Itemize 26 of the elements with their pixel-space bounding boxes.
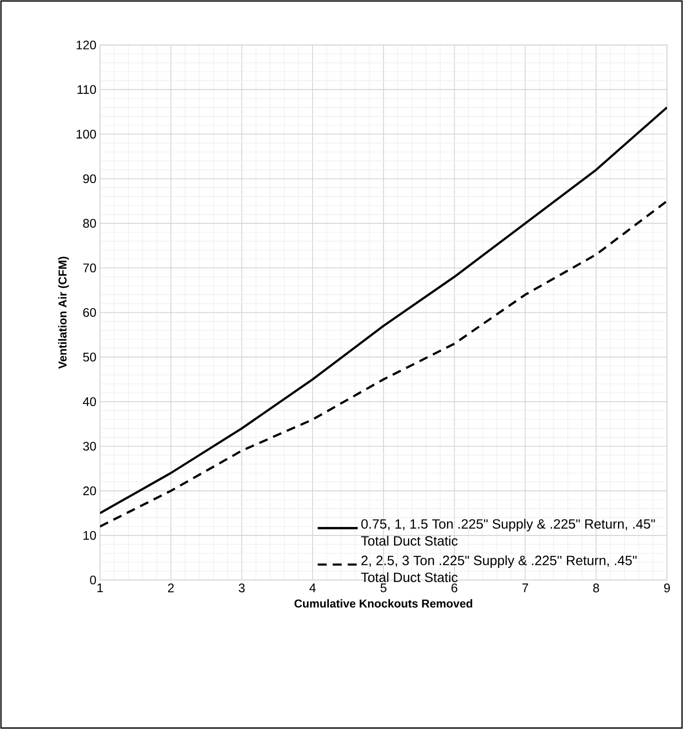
legend-label: 2, 2.5, 3 Ton .225" Supply & .225'' Return, .45" Total Duct Static (361, 555, 637, 582)
x-tick-label: 5 (380, 584, 386, 592)
x-tick-label: 7 (522, 584, 528, 592)
y-tick-label: 0 (90, 576, 96, 584)
x-tick-label: 9 (664, 584, 670, 592)
x-axis-title: Cumulative Knockouts Removed (294, 599, 472, 608)
y-tick-label: 60 (83, 308, 96, 317)
y-tick-label: 110 (78, 85, 96, 94)
y-tick-label: 120 (76, 40, 96, 50)
y-tick-label: 50 (83, 352, 96, 362)
y-tick-label: 90 (83, 174, 96, 184)
x-tick-label: 1 (97, 584, 103, 592)
x-tick-label: 2 (168, 584, 174, 592)
x-tick-label: 6 (452, 584, 458, 592)
y-tick-label: 40 (82, 397, 96, 406)
legend-label: 0.75, 1, 1.5 Ton .225" Supply & .225" Return, .45" Total Duct Static (361, 518, 655, 546)
y-tick-label: 100 (76, 130, 96, 139)
x-tick-label: 4 (309, 584, 316, 592)
x-tick-label: 8 (593, 584, 600, 592)
y-tick-label: 70 (83, 264, 96, 272)
y-tick-label: 80 (83, 218, 96, 228)
y-tick-label: 10 (84, 531, 96, 540)
y-tick-label: 30 (83, 442, 96, 451)
y-axis-title: Ventilation Air (CFM) (58, 256, 69, 369)
y-tick-label: 20 (83, 486, 96, 496)
x-tick-label: 3 (238, 584, 245, 592)
